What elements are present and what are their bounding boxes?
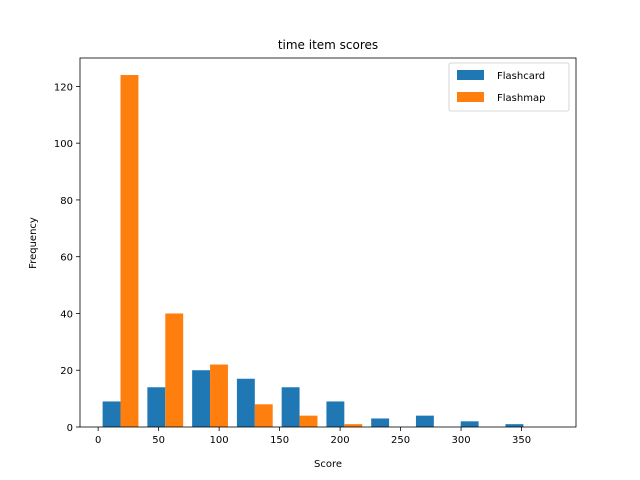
bar-flashcard-6 bbox=[371, 418, 390, 427]
y-tick-label: 120 bbox=[54, 82, 73, 93]
x-tick-label: 0 bbox=[95, 435, 101, 446]
legend-swatch-flashmap bbox=[457, 92, 484, 102]
bar-flashcard-2 bbox=[192, 370, 211, 427]
x-axis: 0 50 100 150 200 250 300 350 bbox=[95, 427, 531, 446]
y-tick-label: 80 bbox=[60, 196, 73, 207]
bar-flashcard-3 bbox=[236, 378, 255, 427]
bar-flashcard-8 bbox=[460, 421, 479, 427]
x-tick-label: 150 bbox=[270, 435, 289, 446]
bar-flashmap-2 bbox=[210, 364, 228, 427]
plot-frame bbox=[79, 57, 577, 428]
bar-flashcard-7 bbox=[415, 415, 434, 427]
x-tick-label: 50 bbox=[152, 435, 165, 446]
y-tick-label: 40 bbox=[60, 309, 73, 320]
bar-flashmap-5 bbox=[344, 424, 363, 427]
legend: Flashcard Flashmap bbox=[448, 62, 570, 112]
x-tick-label: 300 bbox=[452, 435, 471, 446]
bar-flashcard-4 bbox=[281, 387, 300, 427]
y-axis: 0 20 40 60 80 100 120 bbox=[54, 82, 80, 434]
y-axis-label: Frequency bbox=[28, 217, 39, 269]
bars-group bbox=[102, 75, 524, 427]
bar-flashmap-4 bbox=[299, 415, 318, 427]
bar-flashcard-5 bbox=[326, 401, 345, 427]
x-tick-label: 200 bbox=[331, 435, 350, 446]
x-tick-label: 350 bbox=[512, 435, 531, 446]
legend-swatch-flashcard bbox=[457, 70, 484, 80]
bar-flashcard-0 bbox=[102, 401, 121, 427]
chart-title: time item scores bbox=[278, 38, 378, 52]
y-tick-label: 60 bbox=[60, 253, 73, 264]
bar-flashcard-9 bbox=[505, 424, 524, 427]
x-axis-label: Score bbox=[314, 459, 342, 470]
y-tick-label: 20 bbox=[60, 366, 73, 377]
y-tick-label: 100 bbox=[54, 139, 73, 150]
bar-flashmap-3 bbox=[254, 404, 273, 427]
legend-label-flashcard: Flashcard bbox=[497, 71, 545, 82]
bar-flashmap-0 bbox=[120, 75, 139, 427]
x-tick-label: 250 bbox=[391, 435, 410, 446]
legend-label-flashmap: Flashmap bbox=[497, 93, 545, 104]
bar-flashmap-1 bbox=[165, 313, 184, 427]
x-tick-label: 100 bbox=[210, 435, 229, 446]
y-tick-label: 0 bbox=[67, 423, 73, 434]
bar-flashcard-1 bbox=[147, 387, 166, 427]
